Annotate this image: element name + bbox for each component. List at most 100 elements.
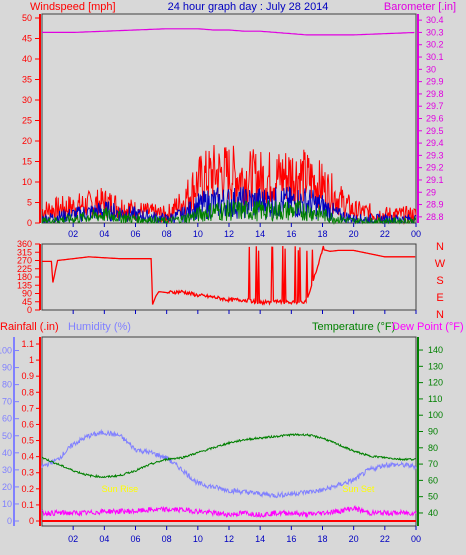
humidity-y-tick-label: 10 xyxy=(2,499,12,509)
wind-green-series-line xyxy=(42,199,417,225)
panel1-x-tick-label: 22 xyxy=(380,229,390,239)
temperature-y-tick-label: 100 xyxy=(428,410,443,420)
temperature-y-tick-label: 60 xyxy=(428,475,438,485)
dew-point-series-line xyxy=(41,504,417,519)
barometer-y-tick-label: 29.3 xyxy=(426,150,444,160)
barometer-y-tick-label: 29.5 xyxy=(426,126,444,136)
barometer-y-tick-label: 29.9 xyxy=(426,77,444,87)
windspeed-y-tick-label: 5 xyxy=(27,198,32,208)
panel3-frame xyxy=(41,336,417,527)
temperature-y-tick-label: 140 xyxy=(428,345,443,355)
panel1-x-tick-label: 00 xyxy=(411,229,421,239)
rainfall-y-tick-label: 0.5 xyxy=(21,436,34,446)
rainfall-y-tick-label: 0.2 xyxy=(21,484,34,494)
windspeed-axis-label: Windspeed [mph] xyxy=(30,1,116,13)
temperature-y-tick-label: 40 xyxy=(428,508,438,518)
rainfall-y-tick-label: 0.4 xyxy=(21,452,34,462)
dew-point-axis-label: Dew Point (°F) xyxy=(392,321,464,333)
humidity-series-line xyxy=(41,428,417,499)
wind-direction-series-line xyxy=(42,245,416,306)
rainfall-y-tick-label: 1.1 xyxy=(21,339,34,349)
panel3-x-tick-label: 06 xyxy=(130,534,140,544)
windspeed-y-tick-label: 10 xyxy=(22,177,32,187)
rainfall-y-tick-label: 1 xyxy=(29,355,34,365)
rainfall-y-tick-label: 0.3 xyxy=(21,468,34,478)
barometer-y-tick-label: 30 xyxy=(426,64,436,74)
humidity-y-tick-label: 100 xyxy=(0,346,12,356)
sunset-annotation: Sun Set xyxy=(342,484,375,494)
windspeed-y-tick-label: 25 xyxy=(22,116,32,126)
windspeed-y-tick-label: 50 xyxy=(22,13,32,23)
compass-label-n-bottom: N xyxy=(436,309,444,321)
barometer-y-tick-label: 30.3 xyxy=(426,27,444,37)
temperature-series-line xyxy=(41,433,417,479)
rainfall-y-tick-label: 0.7 xyxy=(21,403,34,413)
panel3-x-tick-label: 02 xyxy=(68,534,78,544)
rainfall-y-tick-label: 0.9 xyxy=(21,371,34,381)
humidity-y-tick-label: 70 xyxy=(2,397,12,407)
panel3-x-tick-label: 10 xyxy=(193,534,203,544)
panel1-x-tick-label: 06 xyxy=(130,229,140,239)
compass-label-w: W xyxy=(435,258,446,270)
humidity-y-tick-label: 0 xyxy=(7,516,12,526)
rainfall-y-tick-label: 0.1 xyxy=(21,500,34,510)
panel3-x-tick-label: 16 xyxy=(286,534,296,544)
panel1-x-tick-label: 20 xyxy=(349,229,359,239)
chart-marks-layer: 0510152025303540455028.828.92929.129.229… xyxy=(0,13,444,544)
barometer-y-tick-label: 29.2 xyxy=(426,163,444,173)
windspeed-y-tick-label: 20 xyxy=(22,136,32,146)
panel3-x-tick-label: 12 xyxy=(224,534,234,544)
compass-label-n-top: N xyxy=(436,241,444,253)
barometer-y-tick-label: 29.1 xyxy=(426,175,444,185)
chart-title: 24 hour graph day : July 28 2014 xyxy=(168,1,329,13)
windspeed-y-tick-label: 40 xyxy=(22,54,32,64)
rainfall-y-tick-label: 0.6 xyxy=(21,419,34,429)
temperature-y-tick-label: 130 xyxy=(428,361,443,371)
wind-direction-y-tick-label: 180 xyxy=(17,272,32,282)
wind-direction-y-tick-label: 135 xyxy=(17,280,32,290)
temperature-y-tick-label: 70 xyxy=(428,459,438,469)
humidity-axis-label: Humidity (%) xyxy=(68,321,131,333)
panel3-x-tick-label: 08 xyxy=(162,534,172,544)
panel1-x-tick-label: 04 xyxy=(99,229,109,239)
barometer-y-tick-label: 30.2 xyxy=(426,40,444,50)
humidity-y-tick-label: 30 xyxy=(2,465,12,475)
panel1-x-tick-label: 08 xyxy=(162,229,172,239)
barometer-y-tick-label: 29 xyxy=(426,187,436,197)
panel1-x-tick-label: 16 xyxy=(286,229,296,239)
panel3-x-tick-label: 04 xyxy=(99,534,109,544)
rainfall-axis-label: Rainfall (.in) xyxy=(0,321,59,333)
panel3-x-tick-label: 00 xyxy=(411,534,421,544)
wind-direction-y-tick-label: 270 xyxy=(17,256,32,266)
humidity-y-tick-label: 80 xyxy=(2,380,12,390)
temperature-y-tick-label: 50 xyxy=(428,492,438,502)
panel1-x-tick-label: 14 xyxy=(255,229,265,239)
humidity-y-tick-label: 50 xyxy=(2,431,12,441)
barometer-y-tick-label: 29.7 xyxy=(426,101,444,111)
wind-direction-y-tick-label: 360 xyxy=(17,239,32,249)
barometer-y-tick-label: 30.1 xyxy=(426,52,444,62)
windspeed-y-tick-label: 0 xyxy=(27,218,32,228)
windspeed-y-tick-label: 30 xyxy=(22,95,32,105)
temperature-y-tick-label: 90 xyxy=(428,427,438,437)
wind-direction-y-tick-label: 225 xyxy=(17,264,32,274)
barometer-y-tick-label: 28.9 xyxy=(426,200,444,210)
barometer-y-tick-label: 29.4 xyxy=(426,138,444,148)
temperature-y-tick-label: 80 xyxy=(428,443,438,453)
humidity-y-tick-label: 60 xyxy=(2,414,12,424)
wind-direction-y-tick-label: 45 xyxy=(22,297,32,307)
humidity-y-tick-label: 20 xyxy=(2,482,12,492)
barometer-y-tick-label: 29.8 xyxy=(426,89,444,99)
panel3-x-tick-label: 20 xyxy=(349,534,359,544)
humidity-y-tick-label: 40 xyxy=(2,448,12,458)
barometer-y-tick-label: 28.8 xyxy=(426,212,444,222)
compass-label-s: S xyxy=(436,275,443,287)
barometer-y-tick-label: 30.4 xyxy=(426,15,444,25)
temperature-y-tick-label: 120 xyxy=(428,378,443,388)
panel1-x-tick-label: 10 xyxy=(193,229,203,239)
barometer-series-line xyxy=(42,28,415,36)
windspeed-y-tick-label: 15 xyxy=(22,157,32,167)
windspeed-y-tick-label: 35 xyxy=(22,75,32,85)
temperature-y-tick-label: 110 xyxy=(428,394,442,404)
